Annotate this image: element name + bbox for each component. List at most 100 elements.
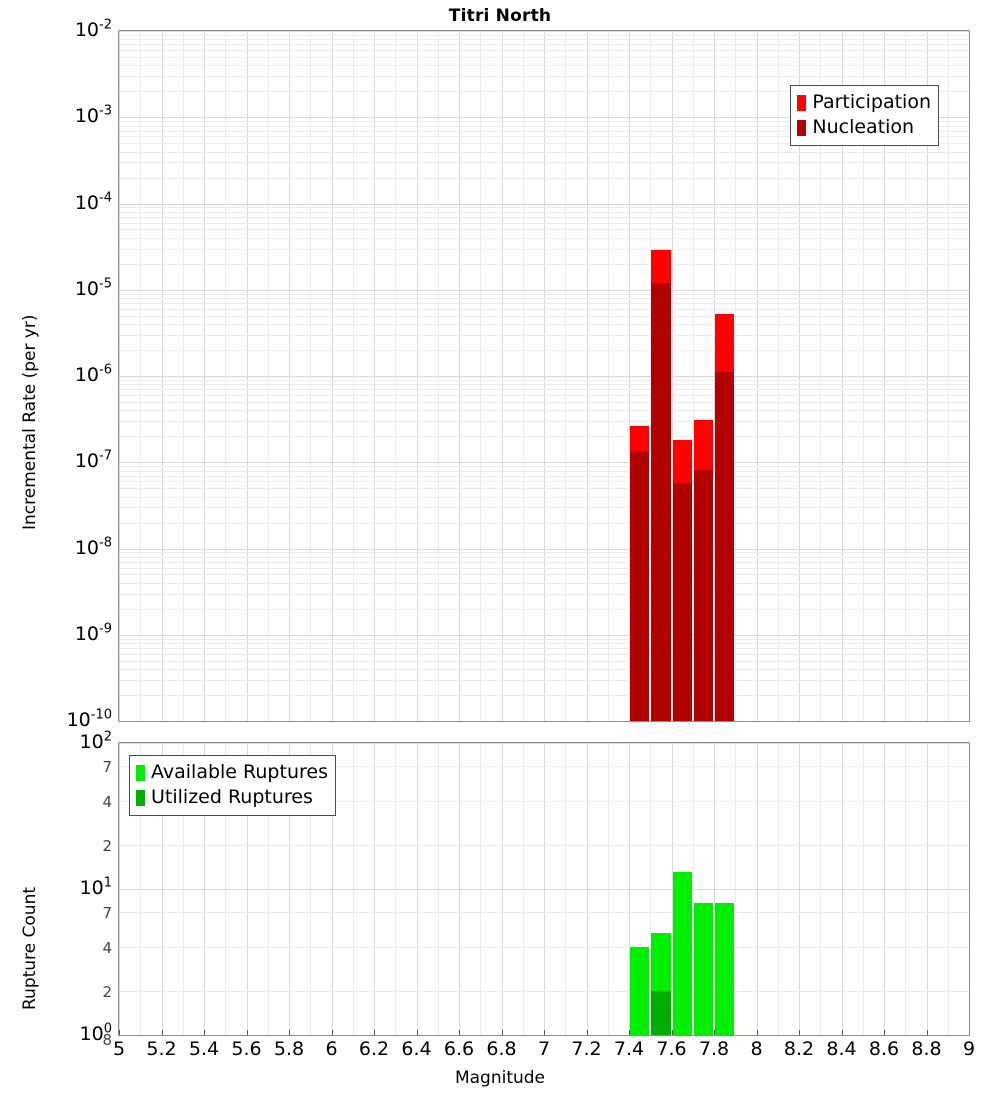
legend-top-label: Nucleation [812,116,915,138]
gridline-horizontal-minor [119,593,969,595]
gridline-horizontal [119,203,969,205]
x-tick [289,1030,290,1035]
gridline-horizontal-minor [119,229,969,231]
gridline-horizontal-minor [119,315,969,317]
gridline-horizontal-minor [119,496,969,498]
legend-top-item: Nucleation [797,115,931,140]
y-tick-label: 10-7 [74,448,112,473]
legend-bottom-label: Utilized Ruptures [151,786,313,808]
gridline-horizontal-minor [119,44,969,46]
bar-available-ruptures [715,903,735,1035]
gridline-horizontal-minor [119,695,969,697]
plot-area-top [119,31,969,721]
gridline-horizontal-minor [119,608,969,610]
gridline-horizontal-minor [119,421,969,423]
legend-bottom-item: Utilized Ruptures [136,785,328,810]
x-tick-label: 8.2 [783,1038,815,1060]
x-tick [204,1030,205,1035]
gridline-horizontal-minor [119,638,969,640]
x-tick-label: 5.8 [273,1038,305,1060]
gridline-horizontal-minor [119,248,969,250]
x-tick [799,1030,800,1035]
x-tick-label: 5.6 [231,1038,262,1060]
y-tick-label: 10-9 [74,621,112,645]
gridline-horizontal-minor [119,76,969,78]
x-tick-label: 6.2 [358,1038,390,1060]
x-tick-label: 6 [325,1038,338,1060]
y-tick-label: 10-2 [74,17,112,41]
x-tick-label: 7.4 [613,1038,645,1060]
gridline-horizontal-minor [119,207,969,209]
y-tick-label: 101 [79,875,112,899]
gridline-horizontal-minor [119,34,969,36]
legend-top-item: Participation [797,90,931,115]
y-tick-label: 10-3 [74,103,112,128]
gridline-horizontal-minor [119,162,969,164]
gridline-horizontal-minor [119,410,969,412]
gridline-horizontal [119,376,969,377]
x-tick-label: 5.4 [188,1038,220,1060]
x-tick-label: 6.4 [401,1038,432,1060]
gridline-horizontal-minor [119,947,969,949]
x-tick-label: 7.2 [571,1038,602,1060]
x-tick [161,1030,163,1035]
gridline-horizontal-minor [119,507,969,509]
x-tick [374,1030,375,1035]
gridline-horizontal-minor [119,303,969,305]
gridline-horizontal [119,548,969,550]
gridline-horizontal-minor [119,401,969,403]
x-tick [331,1030,333,1035]
bar-nucleation [630,451,650,721]
x-tick-label: 8.8 [911,1038,942,1060]
gridline-horizontal [119,117,969,119]
gridline-horizontal-minor [119,574,969,576]
y-axis-label-bottom: Rupture Count [20,886,40,1010]
y-tick-label: 10-5 [74,276,112,300]
gridline-horizontal-minor [119,991,969,993]
y-tick-label-minor: 4 [102,793,112,812]
x-tick [544,1030,545,1035]
bar-available-ruptures [693,903,713,1035]
y-tick-label: 10-10 [66,707,112,731]
legend-incremental-rate: Participation Nucleation [790,85,939,146]
legend-top-label: Participation [812,91,931,113]
x-tick [586,1030,588,1035]
gridline-horizontal-minor [119,177,969,179]
gridline-horizontal-minor [119,466,969,468]
gridline-horizontal-minor [119,911,969,913]
legend-bottom-item: Available Ruptures [136,760,328,785]
gridline-horizontal-minor [119,395,969,397]
gridline-horizontal-minor [119,475,969,477]
gridline-horizontal-minor [119,222,969,224]
y-tick-label-minor: 2 [102,837,112,856]
x-tick-label: 8.4 [826,1038,857,1060]
gridline-horizontal-minor [119,216,969,218]
legend-top-swatch-icon [797,94,807,111]
gridline-horizontal-minor [119,56,969,58]
legend-bottom-label: Available Ruptures [151,761,328,783]
gridline-horizontal-minor [119,308,969,310]
gridline-horizontal-minor [119,765,969,767]
gridline-horizontal-minor [119,801,969,803]
x-tick-label: 7.8 [698,1038,730,1060]
gridline-horizontal-minor [119,211,969,213]
x-tick [501,1030,503,1035]
y-axis-label-top: Incremental Rate (per yr) [20,314,40,530]
gridline-horizontal-minor [119,669,969,671]
y-tick-label: 10-8 [74,535,112,559]
gridline-horizontal-minor [119,39,969,41]
x-axis-label: Magnitude [454,1068,546,1088]
gridline-horizontal-minor [119,389,969,391]
y-tick-label-minor: 4 [102,939,112,958]
gridline-horizontal-minor [119,552,969,554]
gridline-horizontal-minor [119,648,969,650]
gridline-horizontal-minor [119,334,969,336]
bar-available-ruptures [672,872,692,1035]
gridline-horizontal-minor [119,151,969,153]
bar-nucleation [715,372,735,721]
x-tick-label: 8.6 [868,1038,900,1060]
gridline-horizontal-minor [119,143,969,145]
y-tick-label-minor: 2 [102,983,112,1002]
x-tick-label: 5 [112,1038,126,1060]
